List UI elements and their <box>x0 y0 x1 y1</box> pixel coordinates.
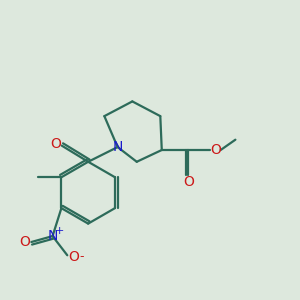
Text: O: O <box>210 143 221 157</box>
Text: O: O <box>183 175 194 188</box>
Text: O: O <box>20 235 30 249</box>
Text: N: N <box>112 140 123 154</box>
Text: N: N <box>47 229 58 242</box>
Text: O: O <box>68 250 79 264</box>
Text: O: O <box>50 137 61 151</box>
Text: -: - <box>80 250 84 263</box>
Text: +: + <box>54 226 64 236</box>
